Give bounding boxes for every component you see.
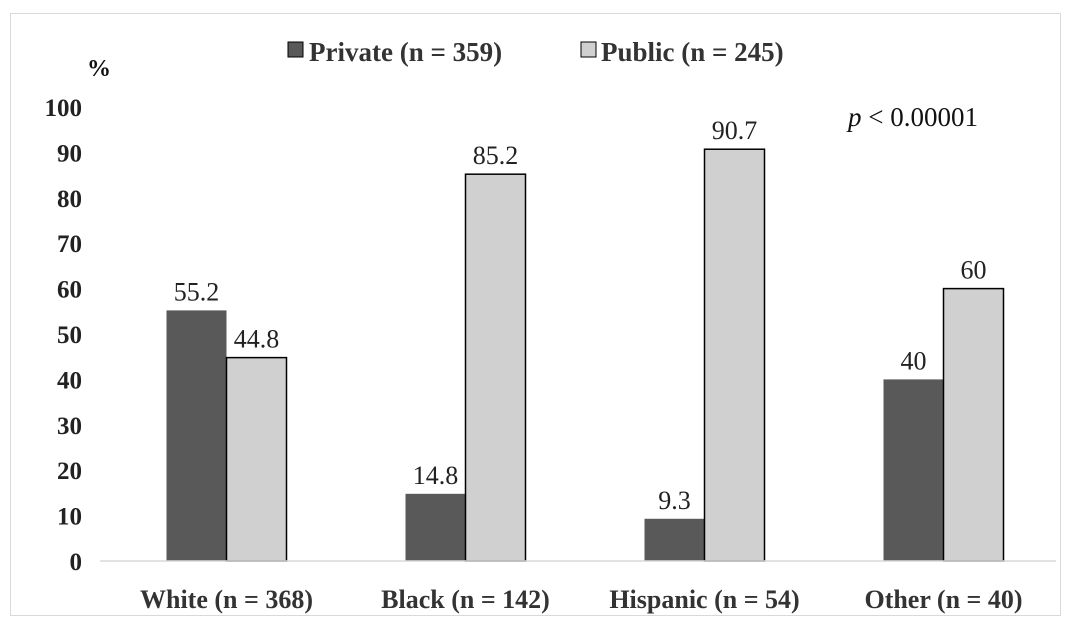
- y-tick-label: 50: [57, 322, 82, 349]
- y-tick-label: 60: [57, 277, 82, 304]
- chart-frame: [10, 13, 1061, 616]
- p-value-text: < 0.00001: [862, 102, 978, 132]
- y-axis-ticks: 0 10 20 30 40 50 60 70 80 90 100: [45, 95, 83, 576]
- legend-label-private: Private (n = 359): [309, 37, 502, 67]
- bar-private-3: [883, 379, 944, 561]
- bar-public-2: [703, 148, 766, 562]
- y-axis-unit-label: %: [87, 56, 111, 82]
- data-label-public-0: 44.8: [234, 325, 280, 354]
- bar-private-0: [166, 310, 227, 561]
- bars: [166, 148, 1005, 562]
- data-labels: 55.2 44.8 14.8 85.2 9.3 90.7 40 60: [174, 116, 987, 515]
- data-label-public-3: 60: [961, 256, 987, 285]
- y-tick-label: 30: [57, 413, 82, 440]
- y-tick-label: 100: [45, 95, 83, 122]
- category-label: Hispanic (n = 54): [609, 585, 799, 614]
- y-tick-label: 80: [57, 186, 82, 213]
- legend-swatch-public: [580, 41, 597, 58]
- bar-private-2: [644, 518, 705, 561]
- bar-public-3: [942, 287, 1005, 562]
- y-tick-label: 0: [70, 549, 83, 576]
- bar-public-1: [464, 173, 527, 562]
- p-value-annotation: p < 0.00001: [846, 102, 978, 132]
- data-label-private-3: 40: [901, 346, 927, 375]
- bar-private-1: [405, 493, 466, 561]
- legend-swatch-private: [287, 41, 304, 58]
- data-label-public-1: 85.2: [473, 141, 519, 170]
- p-value-symbol: p: [846, 102, 862, 132]
- category-label: Other (n = 40): [864, 585, 1022, 614]
- bar-public-0: [225, 356, 288, 562]
- category-label: Black (n = 142): [381, 585, 550, 614]
- data-label-private-2: 9.3: [658, 486, 691, 515]
- y-tick-label: 90: [57, 140, 82, 167]
- data-label-private-0: 55.2: [174, 277, 220, 306]
- legend-label-public: Public (n = 245): [601, 37, 784, 67]
- data-label-private-1: 14.8: [413, 461, 459, 490]
- legend: Private (n = 359) Public (n = 245): [287, 37, 784, 67]
- y-tick-label: 70: [57, 231, 82, 258]
- category-label: White (n = 368): [140, 585, 313, 614]
- category-labels: White (n = 368) Black (n = 142) Hispanic (…: [140, 585, 1023, 614]
- data-label-public-2: 90.7: [712, 116, 758, 145]
- y-tick-label: 20: [57, 458, 82, 485]
- y-tick-label: 10: [57, 504, 82, 531]
- y-tick-label: 40: [57, 367, 82, 394]
